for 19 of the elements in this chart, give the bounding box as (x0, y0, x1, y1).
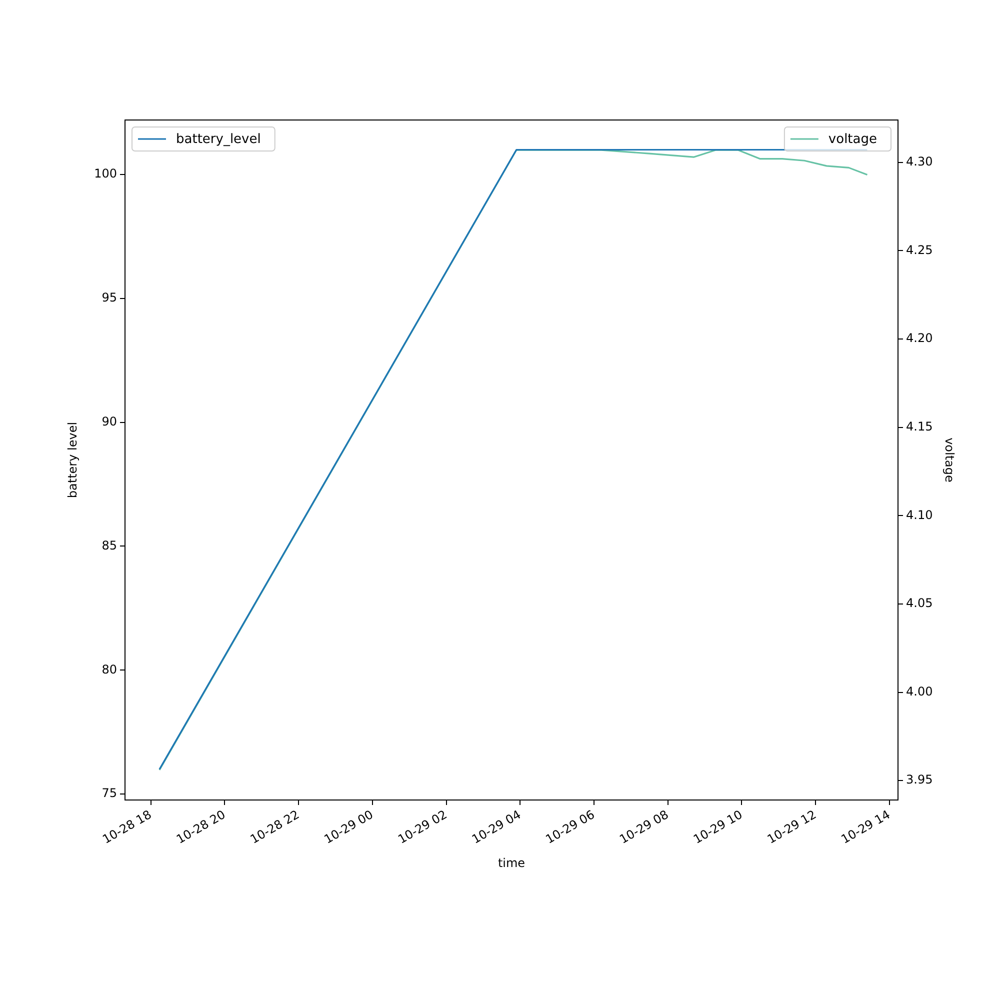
y2-tick-label: 4.00 (906, 684, 933, 698)
y-tick-label: 95 (102, 290, 117, 305)
y-tick-label: 90 (102, 414, 117, 428)
y2-tick-label: 4.20 (906, 331, 933, 346)
y2-tick-label: 3.95 (906, 772, 933, 787)
y2-tick-label: 4.05 (906, 596, 933, 610)
y-tick-label: 100 (94, 166, 117, 181)
y2-tick-label: 4.25 (906, 242, 933, 257)
y-tick-label: 85 (102, 538, 117, 552)
y-axis-title: battery level (65, 422, 80, 498)
legend-label: voltage (828, 132, 878, 147)
y2-axis-title: voltage (942, 438, 957, 482)
y2-tick-label: 4.10 (906, 508, 933, 522)
y-tick-label: 75 (102, 786, 117, 800)
y-tick-label: 80 (102, 662, 117, 676)
x-axis-title: time (498, 856, 526, 870)
legend-label: battery_level (176, 132, 261, 147)
y2-tick-label: 4.15 (906, 419, 933, 434)
y2-tick-label: 4.30 (906, 154, 933, 169)
